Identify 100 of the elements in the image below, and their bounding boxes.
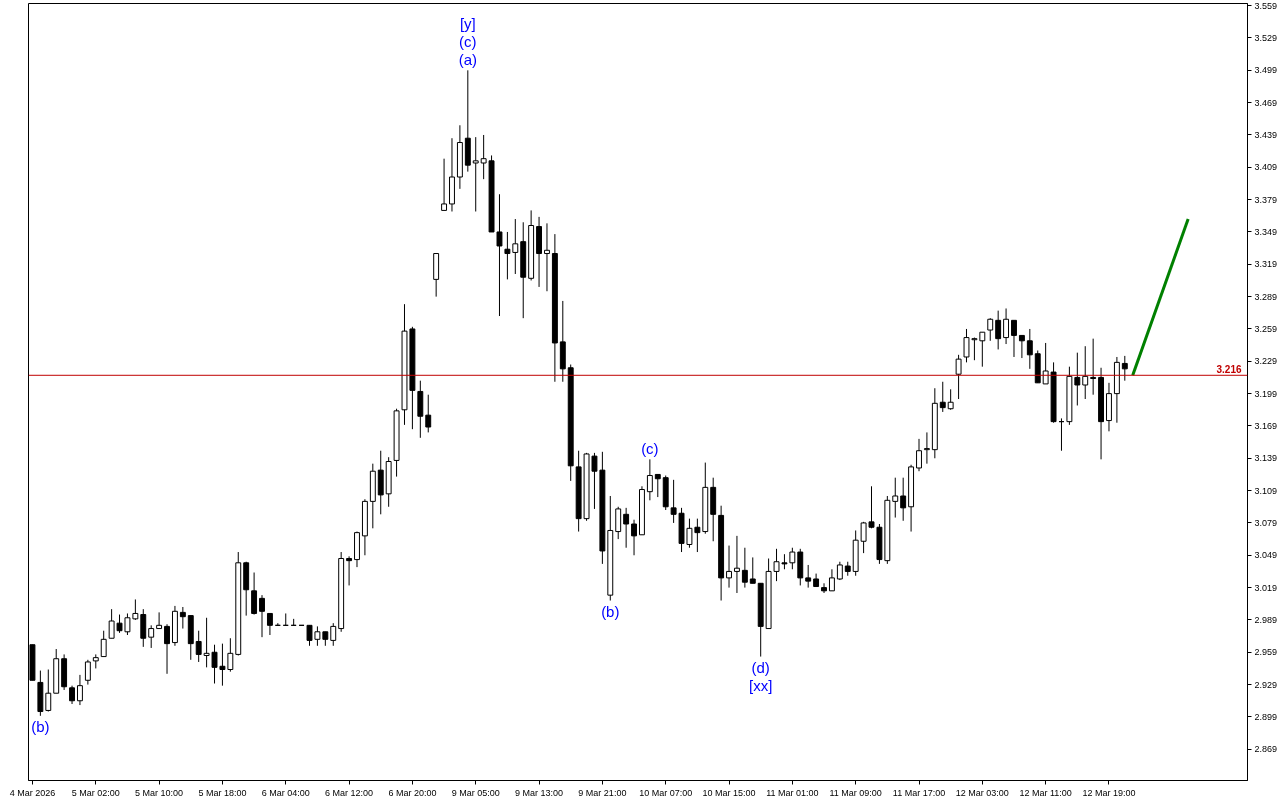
candlestick (654, 473, 661, 498)
candlestick (1026, 328, 1033, 370)
y-tick-label: 3.169 (1254, 420, 1278, 431)
x-tick-label: 9 Mar 13:00 (515, 787, 564, 798)
candlestick (726, 545, 732, 589)
y-tick-label: 3.289 (1254, 291, 1278, 302)
annotation: (c) (459, 33, 477, 51)
x-tick-label: 4 Mar 2026 (9, 787, 56, 798)
x-tick-label: 12 Mar 03:00 (955, 787, 1009, 798)
candlestick (441, 158, 448, 211)
y-tick-label: 3.079 (1254, 517, 1278, 528)
x-tick-label: 9 Mar 21:00 (578, 787, 627, 798)
candlestick (955, 354, 962, 400)
candlestick (100, 630, 107, 658)
candlestick (504, 231, 511, 280)
candlestick (749, 556, 756, 584)
candlestick (140, 608, 147, 648)
y-tick-label: 3.349 (1254, 226, 1278, 237)
y-tick-label: 3.439 (1254, 129, 1278, 140)
candlestick (892, 477, 899, 519)
candlestick (425, 394, 432, 433)
x-tick-label: 6 Mar 12:00 (325, 787, 374, 798)
candlestick (987, 317, 994, 342)
x-tick-label: 11 Mar 09:00 (829, 787, 882, 798)
annotation: [y] (459, 15, 476, 33)
y-tick-label: 3.019 (1254, 582, 1278, 593)
ref-line-label: 3.216 (1216, 364, 1242, 376)
candlestick (472, 136, 479, 212)
candlestick (939, 381, 946, 413)
x-tick-label: 10 Mar 07:00 (639, 787, 693, 798)
x-tick-label: 11 Mar 17:00 (892, 787, 946, 798)
x-tick-label: 6 Mar 20:00 (388, 787, 437, 798)
y-tick-label: 2.989 (1254, 614, 1278, 625)
x-tick-label: 9 Mar 05:00 (451, 787, 500, 798)
y-tick-label: 2.929 (1254, 679, 1278, 690)
y-tick-label: 3.259 (1254, 323, 1278, 334)
candlestick (179, 606, 186, 630)
x-tick-label: 11 Mar 01:00 (766, 787, 819, 798)
y-tick-label: 2.869 (1254, 744, 1278, 755)
candlestick (346, 555, 353, 586)
annotation: (a) (458, 51, 477, 69)
candlestick (821, 582, 827, 594)
candlestick (1082, 345, 1089, 400)
candlestick (544, 222, 550, 292)
x-tick-label: 5 Mar 02:00 (71, 787, 120, 798)
annotation: [xx] (749, 676, 773, 694)
candlestick (947, 388, 954, 411)
x-tick-label: 12 Mar 11:00 (1019, 787, 1072, 798)
y-tick-label: 3.529 (1254, 32, 1278, 43)
candlestick (1018, 334, 1025, 359)
candlestick (266, 612, 273, 636)
y-tick-label: 3.139 (1254, 453, 1278, 464)
x-tick-label: 10 Mar 15:00 (702, 787, 756, 798)
candlestick (148, 624, 155, 649)
candlestick (789, 547, 796, 570)
candlestick (164, 623, 170, 675)
candlestick (631, 519, 637, 556)
candlestick (251, 572, 258, 616)
candlestick (916, 438, 922, 472)
candlestick (900, 477, 907, 522)
y-tick-label: 3.229 (1254, 356, 1278, 367)
candlestick (1003, 307, 1010, 345)
candlestick (615, 506, 622, 540)
candlestick (45, 669, 52, 713)
candlestick (1090, 338, 1097, 396)
annotation: (c) (641, 440, 659, 458)
y-tick-label: 3.109 (1254, 485, 1278, 496)
x-tick-label: 12 Mar 19:00 (1082, 787, 1136, 798)
candlestick (1121, 355, 1128, 382)
candlestick (69, 685, 75, 705)
x-tick-label: 6 Mar 04:00 (261, 787, 310, 798)
candlestick (496, 193, 503, 317)
candlestick (646, 458, 653, 501)
y-tick-label: 2.899 (1254, 711, 1278, 722)
y-tick-label: 3.319 (1254, 259, 1278, 270)
y-tick-label: 3.379 (1254, 194, 1278, 205)
y-tick-label: 3.409 (1254, 162, 1278, 173)
candlestick (512, 218, 519, 275)
y-tick-label: 2.959 (1254, 647, 1278, 658)
y-tick-label: 3.559 (1254, 0, 1278, 11)
y-tick-label: 3.499 (1254, 65, 1278, 76)
candlestick (77, 674, 83, 706)
candlestick (1011, 319, 1017, 358)
candlestick (156, 611, 163, 630)
candlestick (733, 535, 740, 594)
y-tick-label: 3.049 (1254, 550, 1278, 561)
candlestick (995, 310, 1002, 350)
x-tick-label: 5 Mar 10:00 (135, 787, 184, 798)
candlestick (623, 507, 630, 549)
y-tick-label: 3.199 (1254, 388, 1278, 399)
candlestick (828, 568, 835, 592)
candlestick (84, 659, 91, 686)
candlestick (259, 594, 265, 638)
annotation: (d) (751, 658, 770, 676)
x-tick-label: 5 Mar 18:00 (198, 787, 247, 798)
y-tick-label: 3.469 (1254, 97, 1278, 108)
candlestick (805, 564, 812, 589)
candlestick (923, 431, 930, 465)
candlestick (330, 622, 337, 647)
candlestick (741, 547, 748, 589)
